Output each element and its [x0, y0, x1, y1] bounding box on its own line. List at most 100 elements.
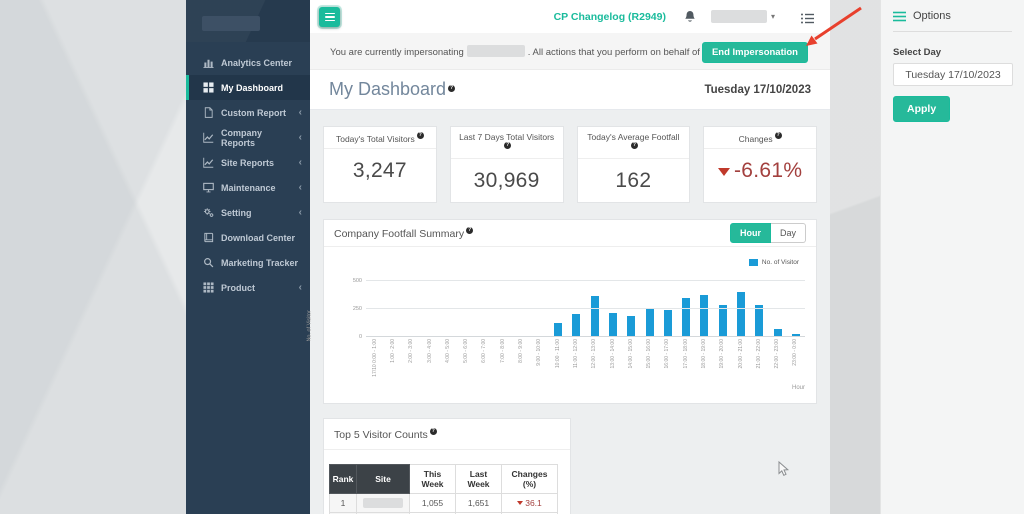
bar-14:00 - 15:00	[627, 316, 636, 336]
stat-card-value: -6.61%	[704, 149, 816, 192]
table-header-last-week: Last Week	[455, 464, 502, 494]
sidebar-item-analytics-center[interactable]: Analytics Center	[186, 50, 310, 75]
info-icon[interactable]: ?	[416, 132, 424, 139]
gridline: 250	[353, 306, 805, 312]
triangle-down-icon	[517, 501, 524, 505]
bar-15:00 - 16:00	[645, 308, 654, 336]
bar-18:00 - 19:00	[700, 295, 709, 336]
chevron-left-icon: ‹	[298, 281, 302, 293]
sidebar-item-label: Analytics Center	[221, 57, 293, 68]
day-toggle-button[interactable]: Day	[770, 223, 806, 243]
hour-toggle-button[interactable]: Hour	[729, 223, 771, 243]
bell-icon[interactable]	[684, 10, 696, 23]
x-tick-label: 16:00 - 17:00	[664, 339, 671, 369]
sidebar-item-company-reports[interactable]: Company Reports ‹	[186, 125, 310, 150]
gridline: 0	[359, 334, 805, 340]
info-icon[interactable]: ?	[774, 132, 782, 139]
bar-22:00 - 23:00	[773, 329, 782, 336]
changelog-link[interactable]: CP Changelog (R2949)	[553, 10, 666, 23]
sidebar-item-label: My Dashboard	[221, 82, 284, 93]
x-tick-label: 23:00 - 0:00	[792, 339, 799, 366]
x-label-slot: 12:00 - 13:00	[586, 339, 604, 368]
x-label-slot: 16:00 - 17:00	[659, 339, 677, 368]
x-tick-label: 13:00 - 14:00	[609, 339, 616, 369]
top5-card-header: Top 5 Visitor Counts?	[324, 419, 570, 450]
list-icon[interactable]	[801, 11, 814, 24]
x-label-slot: 20:00 - 21:00	[732, 339, 750, 368]
info-icon[interactable]: ?	[504, 142, 512, 149]
sidebar-item-marketing-tracker[interactable]: Marketing Tracker	[186, 250, 310, 275]
sidebar-item-download-center[interactable]: Download Center	[186, 225, 310, 250]
main-content: CP Changelog (R2949) ▾ You are currently…	[307, 0, 830, 514]
bar-10:00 - 11:00	[554, 322, 563, 336]
sidebar-item-my-dashboard[interactable]: My Dashboard	[186, 75, 310, 100]
bar-slot	[586, 280, 604, 336]
user-name-redacted[interactable]	[710, 10, 767, 23]
table-header-site: Site	[356, 464, 410, 494]
dashboard-grid-icon	[203, 82, 214, 93]
x-tick-label: 6:00 - 7:00	[481, 339, 488, 363]
chevron-left-icon: ‹	[298, 106, 302, 118]
sidebar-toggle-button[interactable]	[319, 7, 340, 27]
select-day-input[interactable]	[893, 63, 1013, 86]
x-tick-label: 1:00 - 2:00	[389, 339, 396, 363]
x-label-slot: 7:00 - 8:00	[494, 339, 512, 363]
line-chart-icon	[203, 132, 214, 143]
x-tick-label: 14:00 - 15:00	[627, 339, 634, 369]
sidebar-item-setting[interactable]: Setting ‹	[186, 200, 310, 225]
cell-site-redacted	[356, 493, 410, 513]
cell-changes: 36.1	[501, 493, 558, 513]
stat-card-label: Today's Average Footfall?	[577, 127, 690, 159]
impersonated-user-redacted	[466, 44, 525, 57]
options-list-icon	[893, 11, 906, 22]
y-axis-title: No. of Visitor	[306, 309, 313, 342]
topbar-right: CP Changelog (R2949) ▾	[554, 0, 814, 33]
sidebar-item-custom-report[interactable]: Custom Report ‹	[186, 100, 310, 125]
grid-icon	[203, 282, 214, 293]
sidebar-item-site-reports[interactable]: Site Reports ‹	[186, 150, 310, 175]
options-header: Options	[893, 10, 1012, 32]
page-header: My Dashboard? Tuesday 17/10/2023	[310, 70, 830, 110]
x-label-slot: 17:00 - 18:00	[677, 339, 695, 368]
x-tick-label: 18:00 - 19:00	[700, 339, 707, 369]
bar-19:00 - 20:00	[718, 305, 727, 336]
apply-button[interactable]: Apply	[893, 96, 951, 122]
info-icon[interactable]: ?	[630, 142, 638, 149]
hour-day-toggle: Hour Day	[729, 223, 806, 243]
caret-down-icon[interactable]: ▾	[770, 12, 775, 21]
x-label-slot: 22:00 - 23:00	[769, 339, 787, 368]
info-icon[interactable]: ?	[466, 226, 474, 234]
options-title: Options	[913, 10, 951, 22]
select-day-label: Select Day	[893, 47, 942, 58]
x-tick-label: 15:00 - 16:00	[646, 339, 653, 369]
chevron-left-icon: ‹	[298, 181, 302, 193]
cell-last-week: 1,651	[455, 493, 502, 513]
sidebar-item-label: Company Reports	[221, 127, 263, 148]
gears-icon	[203, 207, 214, 218]
sidebar-item-maintenance[interactable]: Maintenance ‹	[186, 175, 310, 200]
book-icon	[203, 232, 214, 243]
end-impersonation-button[interactable]: End Impersonation	[701, 41, 808, 63]
bar-slot	[677, 280, 695, 336]
stat-card-changes: Changes? -6.61%	[703, 126, 817, 203]
sidebar-item-label: Custom Report	[221, 107, 286, 118]
line-chart-icon	[203, 157, 214, 168]
table-header-rank: Rank	[329, 464, 357, 494]
bar-20:00 - 21:00	[737, 292, 746, 336]
sidebar-menu: Analytics Center My Dashboard Custom Repor…	[186, 42, 310, 300]
impersonation-banner: You are currently impersonating. All act…	[310, 33, 830, 70]
sidebar-item-product[interactable]: Product ‹	[186, 275, 310, 300]
sidebar-item-label: Maintenance	[221, 182, 276, 193]
stat-card-value: 3,247	[352, 158, 407, 182]
x-tick-label: 8:00 - 9:00	[518, 339, 525, 363]
bar-21:00 - 22:00	[755, 304, 764, 336]
footfall-summary-card: Company Footfall Summary? Hour Day No. o…	[307, 219, 817, 404]
info-icon[interactable]: ?	[429, 427, 437, 435]
stat-card-label: Changes?	[704, 127, 816, 149]
triangle-down-icon	[717, 167, 730, 176]
x-label-slot: 18:00 - 19:00	[695, 339, 713, 368]
info-icon[interactable]: ?	[448, 85, 456, 92]
stat-card-value: 30,969	[473, 168, 540, 192]
x-label-slot: 9:00 - 10:00	[531, 339, 549, 366]
dashboard-content: Today's Total Visitors? 3,247 Last 7 Days …	[307, 110, 830, 514]
